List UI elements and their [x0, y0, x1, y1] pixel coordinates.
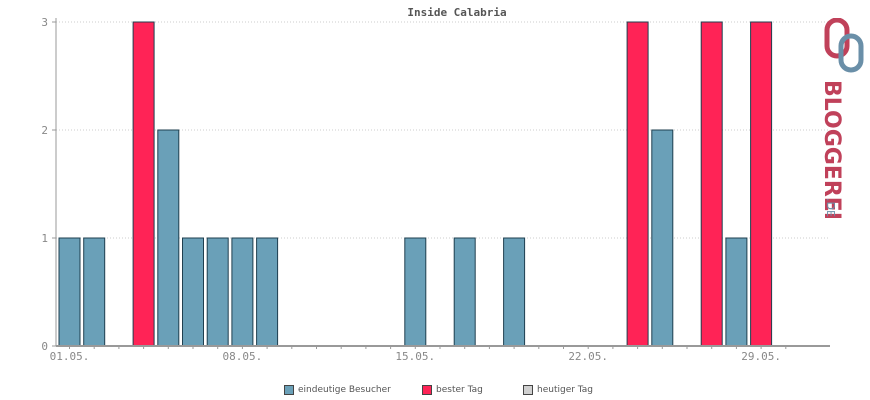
- y-tick-label: 2: [41, 124, 48, 137]
- logo-suffix: .DE: [824, 198, 837, 217]
- legend: eindeutige Besucher bester Tag heutiger Ta…: [0, 385, 870, 399]
- bar: [700, 21, 723, 347]
- logo-mark-right: [838, 33, 864, 73]
- legend-label: bester Tag: [436, 385, 483, 395]
- bar: [83, 237, 106, 347]
- bar: [651, 129, 674, 347]
- axes: [55, 18, 830, 347]
- y-tick-label: 0: [41, 340, 48, 353]
- tick-labels: 0 1 2 3 01.05. 08.05. 15.05. 22.05. 29.05.: [41, 16, 787, 363]
- bar: [132, 21, 155, 347]
- bar: [626, 21, 649, 347]
- x-tick-label: 08.05.: [223, 350, 263, 363]
- x-tick-label: 01.05.: [50, 350, 90, 363]
- bar: [404, 237, 427, 347]
- logo-text: BLOGGEREI: [819, 80, 844, 218]
- bar: [503, 237, 526, 347]
- legend-item: bester Tag: [422, 385, 483, 395]
- bar: [453, 237, 476, 347]
- legend-label: heutiger Tag: [537, 385, 594, 395]
- x-tick-label: 15.05.: [395, 350, 435, 363]
- chart-title: Inside Calabria: [407, 6, 506, 19]
- legend-swatch: [523, 385, 533, 395]
- legend-swatch: [422, 385, 432, 395]
- y-tick-label: 3: [41, 16, 48, 29]
- bar: [231, 237, 254, 347]
- bar: [725, 237, 748, 347]
- bar: [206, 237, 229, 347]
- bar: [750, 21, 773, 347]
- bar: [157, 129, 180, 347]
- legend-item: heutiger Tag: [523, 385, 593, 395]
- x-tick-label: 29.05.: [741, 350, 781, 363]
- legend-swatch: [284, 385, 294, 395]
- bar: [58, 237, 81, 347]
- legend-label: eindeutige Besucher: [298, 385, 391, 395]
- x-tick-label: 22.05.: [568, 350, 608, 363]
- bars: [58, 21, 773, 347]
- bloggerei-logo-image: BLOGGEREI .DE: [819, 17, 864, 220]
- bar: [256, 237, 279, 347]
- logo-mark-left: [824, 17, 850, 59]
- y-tick-label: 1: [41, 232, 48, 245]
- bloggerei-logo: BLOGGEREI .DE: [815, 17, 870, 220]
- legend-item: eindeutige Besucher: [284, 385, 391, 395]
- bar: [182, 237, 204, 347]
